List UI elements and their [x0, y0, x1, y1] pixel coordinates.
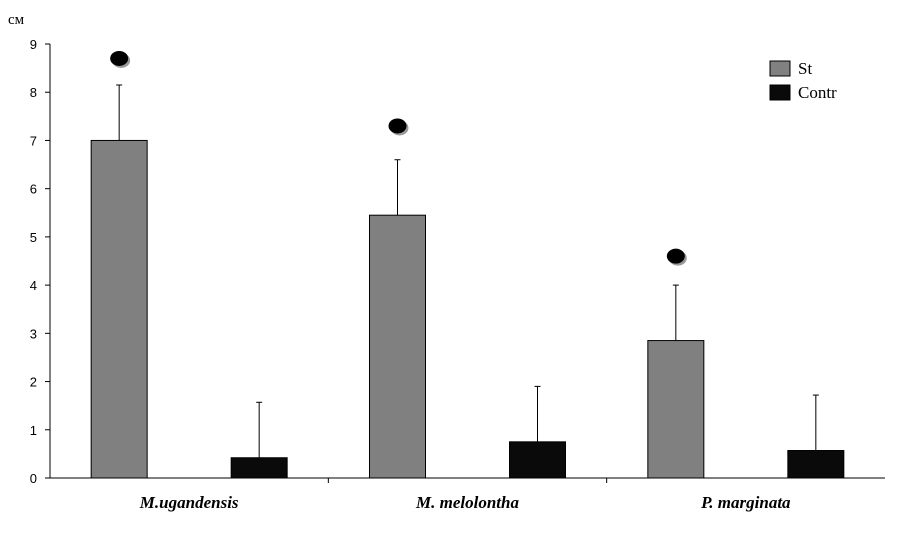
- y-tick-label: 9: [30, 37, 37, 52]
- y-tick-label: 8: [30, 85, 37, 100]
- bar-contr: [230, 457, 288, 479]
- y-tick-label: 6: [30, 182, 37, 197]
- legend-label-st: St: [798, 59, 812, 78]
- y-tick-label: 2: [30, 375, 37, 390]
- y-tick-label: 1: [30, 423, 37, 438]
- bar-st: [90, 139, 148, 479]
- significance-dots: [110, 50, 687, 266]
- bars: [90, 139, 845, 479]
- y-tick-label: 3: [30, 326, 37, 341]
- y-tick-label: 7: [30, 133, 37, 148]
- y-tick-label: 4: [30, 278, 37, 293]
- error-bars: [116, 84, 819, 458]
- bar-st: [647, 340, 705, 479]
- significance-dot: [666, 248, 685, 264]
- x-category-label: M.ugandensis: [139, 493, 239, 512]
- legend: St Contr: [769, 59, 837, 102]
- significance-dot: [388, 118, 407, 134]
- significance-dot: [110, 50, 129, 66]
- legend-label-contr: Contr: [798, 83, 837, 102]
- bar-contr: [787, 450, 845, 479]
- x-axis-categories: M.ugandensis M. melolontha P. marginata: [139, 478, 791, 512]
- x-category-label: M. melolontha: [415, 493, 519, 512]
- y-tick-label: 5: [30, 230, 37, 245]
- bar-contr: [509, 441, 566, 479]
- x-category-label: P. marginata: [700, 493, 791, 512]
- bar-st: [369, 214, 426, 479]
- axes: [49, 44, 885, 479]
- y-axis-unit-label: см: [8, 12, 25, 28]
- y-tick-label: 0: [30, 471, 37, 486]
- legend-swatch-contr: [769, 84, 791, 101]
- legend-swatch-st: [769, 60, 791, 77]
- y-axis-ticks: 0 1 2 3 4 5 6 7 8 9: [30, 37, 50, 486]
